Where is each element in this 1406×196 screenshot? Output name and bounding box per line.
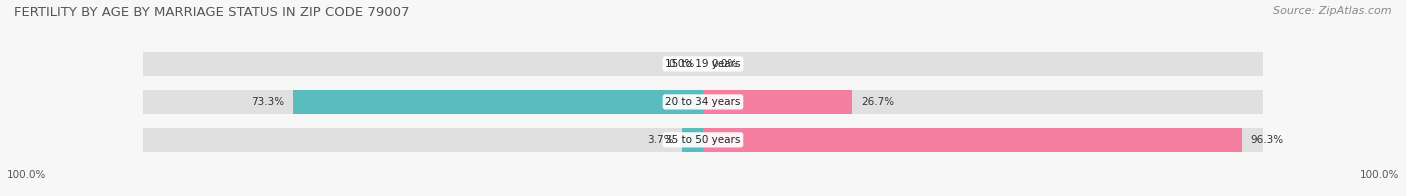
Bar	[143, 128, 703, 152]
Text: 96.3%: 96.3%	[1250, 135, 1284, 145]
Bar	[292, 90, 703, 114]
Bar	[703, 52, 1263, 76]
Text: 73.3%: 73.3%	[252, 97, 284, 107]
Bar	[703, 90, 1263, 114]
Text: 20 to 34 years: 20 to 34 years	[665, 97, 741, 107]
Bar	[143, 52, 703, 76]
Text: 3.7%: 3.7%	[647, 135, 673, 145]
Text: 100.0%: 100.0%	[7, 170, 46, 180]
Text: Source: ZipAtlas.com: Source: ZipAtlas.com	[1274, 6, 1392, 16]
Text: 100.0%: 100.0%	[1360, 170, 1399, 180]
Text: 15 to 19 years: 15 to 19 years	[665, 59, 741, 69]
Text: 0.0%: 0.0%	[668, 59, 695, 69]
Bar	[703, 128, 1263, 152]
Bar	[143, 90, 703, 114]
Text: 35 to 50 years: 35 to 50 years	[665, 135, 741, 145]
Bar	[682, 128, 703, 152]
Text: FERTILITY BY AGE BY MARRIAGE STATUS IN ZIP CODE 79007: FERTILITY BY AGE BY MARRIAGE STATUS IN Z…	[14, 6, 409, 19]
Bar	[703, 128, 1241, 152]
Bar	[703, 90, 852, 114]
Text: 0.0%: 0.0%	[711, 59, 738, 69]
Text: 26.7%: 26.7%	[860, 97, 894, 107]
